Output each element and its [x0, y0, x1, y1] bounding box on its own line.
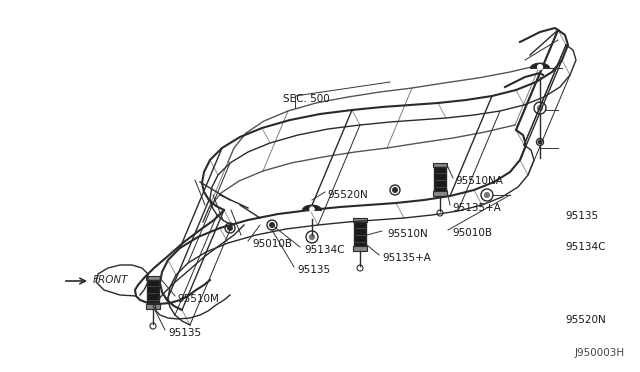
Text: 95134C: 95134C [304, 245, 344, 255]
Text: SEC. 500: SEC. 500 [283, 94, 330, 104]
Bar [433, 191, 447, 196]
Bar [353, 246, 367, 251]
Text: 95520N: 95520N [565, 315, 605, 325]
Circle shape [310, 207, 314, 211]
Text: 95510M: 95510M [177, 294, 219, 304]
Circle shape [538, 106, 543, 110]
Text: 95010B: 95010B [252, 239, 292, 249]
Text: 95135: 95135 [168, 328, 201, 338]
Circle shape [538, 65, 543, 70]
Text: 95135+A: 95135+A [452, 203, 501, 213]
Text: 95134C: 95134C [565, 242, 605, 252]
Text: FRONT: FRONT [93, 275, 129, 285]
Polygon shape [303, 205, 321, 210]
Bar [433, 163, 447, 167]
Text: 95135+A: 95135+A [382, 253, 431, 263]
Circle shape [310, 235, 314, 240]
Polygon shape [531, 64, 549, 68]
Bar [146, 276, 160, 280]
Bar [353, 218, 367, 222]
Text: 95520N: 95520N [327, 190, 368, 200]
Bar [434, 167, 446, 191]
Circle shape [228, 226, 232, 230]
Text: 95510NA: 95510NA [455, 176, 503, 186]
Circle shape [484, 193, 490, 198]
Text: 95135: 95135 [565, 211, 598, 221]
Circle shape [538, 140, 541, 144]
Text: J950003H: J950003H [575, 348, 625, 358]
Text: 95135: 95135 [297, 265, 330, 275]
Text: 95010B: 95010B [452, 228, 492, 238]
Circle shape [269, 223, 275, 227]
Bar [146, 304, 160, 309]
Circle shape [393, 188, 397, 192]
Bar [354, 222, 366, 246]
Text: 95510N: 95510N [387, 229, 428, 239]
Bar [147, 280, 159, 304]
